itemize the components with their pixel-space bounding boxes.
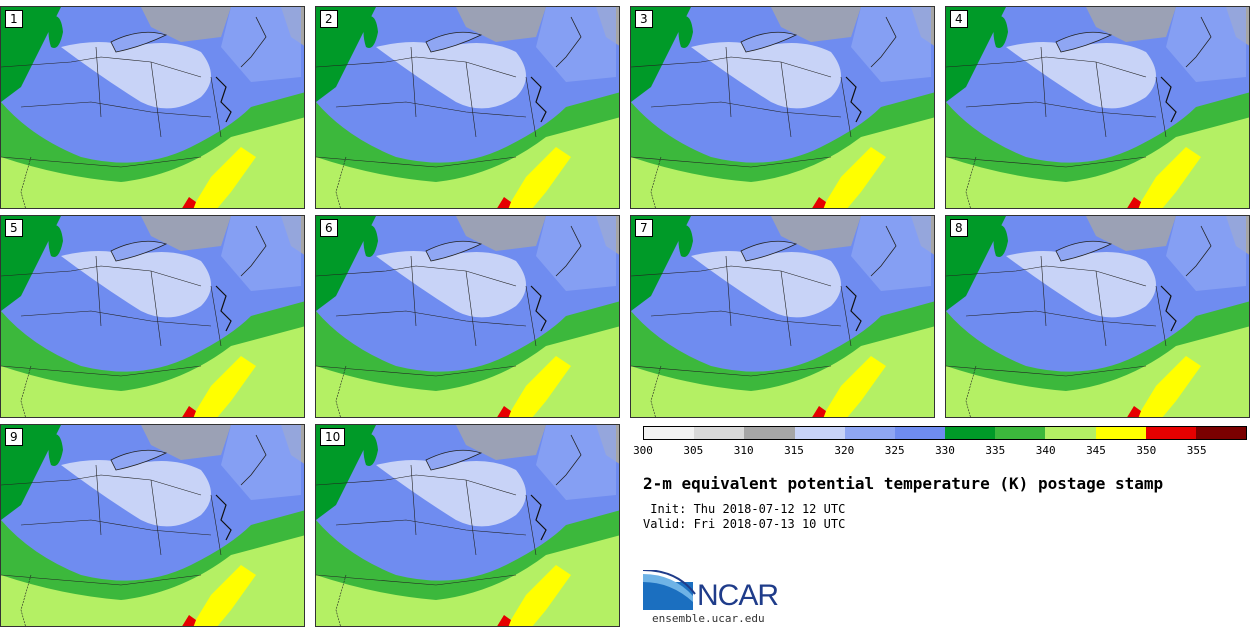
colorbar-segment [1045,427,1096,439]
colorbar-tick-label: 325 [884,444,905,457]
forecast-map [1,216,304,417]
colorbar-tick-label: 340 [1035,444,1056,457]
member-panel: 5 [0,215,305,418]
member-panel: 3 [630,6,935,209]
site-url: ensemble.ucar.edu [652,612,765,625]
member-panel: 7 [630,215,935,418]
colorbar-segment [945,427,996,439]
colorbar-segment [644,427,695,439]
colorbar-segment [1195,427,1247,439]
init-time: Init: Thu 2018-07-12 12 UTC [643,502,846,516]
member-panel: 8 [945,215,1250,418]
member-number: 1 [5,10,23,28]
colorbar-tick-label: 305 [683,444,704,457]
colorbar-segment [694,427,745,439]
colorbar-ticks: 300 305 310 315 320 325 330 335 340 345 350 355 [633,444,1247,458]
member-panel: 4 [945,6,1250,209]
colorbar-tick-label: 310 [733,444,754,457]
colorbar-tick-label: 355 [1186,444,1207,457]
ncar-logo-text: NCAR [697,579,779,612]
colorbar-segment [844,427,895,439]
colorbar-segment [744,427,795,439]
colorbar-tick-label: 345 [1086,444,1106,457]
member-number: 8 [950,219,968,237]
member-panel: 2 [315,6,620,209]
colorbar-segment [794,427,845,439]
member-panel: 10 [315,424,620,627]
colorbar-tick-label: 315 [784,444,804,457]
colorbar-segment [894,427,946,439]
forecast-map [1,425,304,626]
member-panel: 9 [0,424,305,627]
colorbar-segment [1145,427,1196,439]
colorbar-segment [995,427,1046,439]
member-number: 4 [950,10,968,28]
forecast-map [316,425,619,626]
colorbar-tick-label: 350 [1136,444,1157,457]
forecast-map [631,216,934,417]
member-panel: 6 [315,215,620,418]
forecast-map [1,7,304,208]
member-number: 6 [320,219,338,237]
member-panel: 1 [0,6,305,209]
member-number: 3 [635,10,653,28]
member-number: 7 [635,219,653,237]
member-number: 10 [320,428,346,446]
forecast-map [316,7,619,208]
forecast-map [631,7,934,208]
forecast-map [316,216,619,417]
colorbar-tick-label: 320 [834,444,855,457]
colorbar-segment [1095,427,1146,439]
member-number: 2 [320,10,338,28]
colorbar-tick-label: 335 [985,444,1006,457]
ncar-logo-icon [643,570,696,610]
figure-title: 2-m equivalent potential temperature (K)… [643,474,1164,493]
colorbar-tick-label: 300 [633,444,653,457]
colorbar-tick-label: 330 [935,444,955,457]
member-number: 5 [5,219,23,237]
forecast-map [946,216,1249,417]
valid-time: Valid: Fri 2018-07-13 10 UTC [643,517,846,531]
member-number: 9 [5,428,23,446]
colorbar [643,426,1247,440]
forecast-map [946,7,1249,208]
